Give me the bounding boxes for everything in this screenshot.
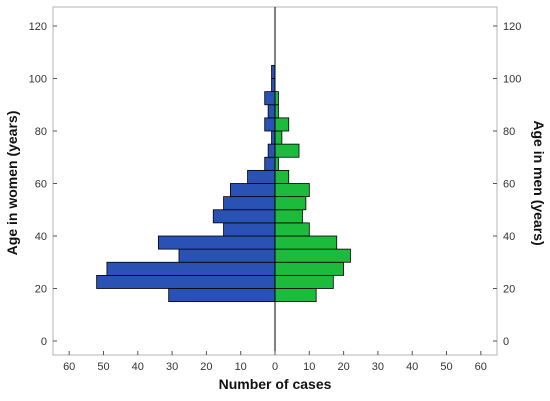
- x-tick-label: 40: [406, 361, 418, 373]
- y-tick-label-left: 120: [29, 21, 47, 33]
- bar-men: [274, 143, 300, 158]
- bar-men: [274, 288, 317, 303]
- bar-women: [223, 222, 276, 237]
- bar-men: [274, 169, 290, 184]
- bar-men: [274, 104, 279, 119]
- y-tick-label-left: 100: [29, 74, 47, 86]
- right-y-axis-title: Age in men (years): [531, 120, 547, 245]
- x-tick-label: 20: [200, 361, 212, 373]
- bar-women: [264, 91, 276, 106]
- bar-men: [274, 156, 279, 171]
- y-tick-label-left: 0: [41, 336, 47, 348]
- bar-men: [274, 274, 334, 289]
- x-tick-label: 10: [303, 361, 315, 373]
- bar-women: [264, 156, 276, 171]
- y-tick-label-right: 120: [503, 21, 521, 33]
- bar-women: [271, 78, 276, 93]
- x-tick-label: 60: [63, 361, 75, 373]
- bar-women: [106, 261, 276, 276]
- y-tick-label-right: 40: [503, 231, 515, 243]
- y-tick-label-left: 60: [35, 179, 47, 191]
- y-tick-label-right: 60: [503, 179, 515, 191]
- bar-men: [274, 91, 279, 106]
- x-tick-label: 50: [97, 361, 109, 373]
- bar-men: [274, 261, 344, 276]
- y-tick-label-right: 80: [503, 126, 515, 138]
- bar-women: [267, 104, 276, 119]
- x-tick-label: 30: [372, 361, 384, 373]
- bar-men: [274, 248, 351, 263]
- bar-women: [212, 209, 276, 224]
- x-tick-label: 40: [132, 361, 144, 373]
- bar-men: [274, 209, 303, 224]
- bar-men: [274, 183, 310, 198]
- x-tick-label: 50: [440, 361, 452, 373]
- bar-women: [178, 248, 276, 263]
- x-tick-label: 30: [166, 361, 178, 373]
- bar-women: [168, 288, 276, 303]
- bar-women: [247, 169, 276, 184]
- left-y-axis-title: Age in women (years): [4, 111, 20, 256]
- y-tick-label-right: 0: [503, 336, 509, 348]
- bar-women: [267, 143, 276, 158]
- y-tick-label-left: 40: [35, 231, 47, 243]
- bar-women: [271, 130, 276, 145]
- bar-women: [223, 196, 276, 211]
- bar-women: [230, 183, 276, 198]
- bar-women: [96, 274, 276, 289]
- y-tick-label-left: 20: [35, 284, 47, 296]
- bar-men: [274, 222, 310, 237]
- x-tick-label: 60: [475, 361, 487, 373]
- x-tick-label: 0: [272, 361, 278, 373]
- x-tick-label: 10: [235, 361, 247, 373]
- bar-men: [274, 235, 338, 250]
- bar-women: [271, 64, 276, 79]
- bar-women: [264, 117, 276, 132]
- bar-men: [274, 117, 290, 132]
- y-tick-label-right: 20: [503, 284, 515, 296]
- bar-women: [157, 235, 276, 250]
- bar-men: [274, 130, 283, 145]
- y-tick-label-left: 80: [35, 126, 47, 138]
- bar-men: [274, 196, 307, 211]
- x-tick-label: 20: [337, 361, 349, 373]
- x-axis-title: Number of cases: [219, 376, 332, 392]
- y-tick-label-right: 100: [503, 74, 521, 86]
